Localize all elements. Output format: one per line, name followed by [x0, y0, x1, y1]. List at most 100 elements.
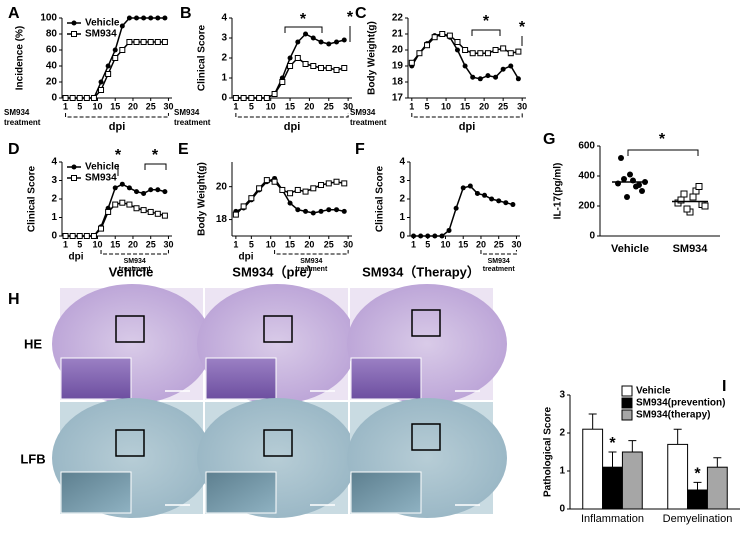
inset: [205, 471, 277, 514]
x-tick-label: 10: [266, 101, 276, 111]
error-bar: [673, 428, 682, 445]
marker: [310, 210, 316, 216]
marker: [424, 42, 431, 49]
marker: [119, 47, 126, 53]
marker: [333, 67, 340, 73]
marker: [112, 47, 118, 53]
x-tick-label: 25: [146, 239, 156, 249]
bracket: [627, 149, 699, 156]
marker: [112, 185, 118, 191]
marker: [287, 190, 294, 197]
y-tick-label: 1: [51, 212, 57, 223]
inset: [60, 357, 132, 400]
bar: [706, 466, 728, 510]
marker: [318, 39, 324, 45]
significance-mark: *: [609, 435, 616, 452]
marker: [232, 211, 239, 218]
marker: [446, 32, 453, 39]
marker: [325, 65, 332, 71]
marker: [485, 73, 491, 79]
marker: [248, 195, 255, 202]
y-tick-label: 21: [392, 29, 404, 40]
y-tick-label: 0: [399, 231, 405, 242]
y-axis-label: Body Weight(g): [197, 162, 208, 236]
y-tick-label: 0: [51, 231, 57, 242]
marker: [639, 188, 645, 194]
x-tick-label: 20: [128, 101, 138, 111]
y-tick-label: 2: [559, 428, 565, 439]
roi-box: [263, 429, 293, 457]
marker: [154, 39, 161, 45]
significance-mark: *: [483, 13, 490, 30]
marker: [256, 95, 263, 101]
x-tick-label: 20: [479, 101, 489, 111]
y-tick-label: 60: [46, 45, 58, 56]
y-tick-label: 4: [399, 157, 405, 168]
bracket: [144, 163, 167, 170]
marker: [432, 233, 438, 239]
legend-label: SM934(prevention): [636, 398, 725, 409]
marker: [477, 50, 484, 57]
legend-marker: [71, 31, 77, 37]
marker: [408, 59, 415, 66]
y-axis-label: Clinical Score: [375, 165, 386, 232]
x-tick-label: Vehicle: [611, 243, 649, 255]
error-bar: [628, 440, 637, 452]
x-tick-label: 1: [411, 239, 416, 249]
marker: [256, 185, 263, 192]
y-tick-label: 200: [578, 201, 595, 212]
marker: [62, 95, 69, 101]
marker: [134, 15, 140, 21]
error-bar: [693, 481, 702, 490]
marker: [500, 45, 507, 52]
x-tick-label: 30: [517, 101, 527, 111]
roi-box: [115, 429, 145, 457]
marker: [295, 39, 301, 45]
marker: [147, 208, 154, 215]
significance-mark: *: [519, 19, 526, 36]
roi-box: [263, 315, 293, 343]
treatment-label: SM934: [350, 108, 376, 117]
roi-box: [115, 315, 145, 343]
marker: [287, 63, 294, 69]
marker: [112, 55, 119, 61]
marker: [492, 47, 499, 53]
marker: [69, 233, 76, 239]
y-tick-label: 20: [216, 181, 228, 192]
bar: [687, 489, 708, 510]
treatment-period: [235, 113, 349, 118]
x-axis-label: dpi: [109, 121, 126, 133]
marker: [263, 95, 270, 101]
x-tick-label: 10: [92, 101, 102, 111]
marker: [515, 76, 521, 82]
x-tick-label: 1: [63, 101, 68, 111]
marker: [618, 155, 624, 161]
marker: [310, 63, 317, 69]
significance-mark: *: [347, 9, 354, 26]
marker: [148, 187, 154, 193]
x-tick-label: 20: [304, 239, 314, 249]
marker: [418, 233, 424, 239]
marker: [303, 31, 309, 37]
bar: [602, 466, 623, 510]
x-tick-label: 30: [343, 101, 353, 111]
marker: [295, 207, 301, 213]
marker: [326, 207, 332, 213]
x-tick-label: 25: [494, 239, 504, 249]
marker: [134, 189, 140, 195]
marker: [105, 71, 112, 77]
marker: [119, 181, 125, 187]
marker: [500, 66, 506, 72]
marker: [263, 177, 270, 184]
marker: [287, 55, 293, 61]
marker: [279, 186, 286, 193]
y-axis-label: Pathological Score: [543, 407, 554, 497]
marker: [162, 189, 168, 195]
inset: [350, 357, 422, 400]
y-axis-label: Body Weight(g): [367, 21, 378, 95]
marker: [133, 39, 140, 45]
marker: [621, 176, 627, 182]
inset: [205, 357, 277, 400]
inset: [350, 471, 422, 514]
treatment-period: [274, 250, 349, 255]
